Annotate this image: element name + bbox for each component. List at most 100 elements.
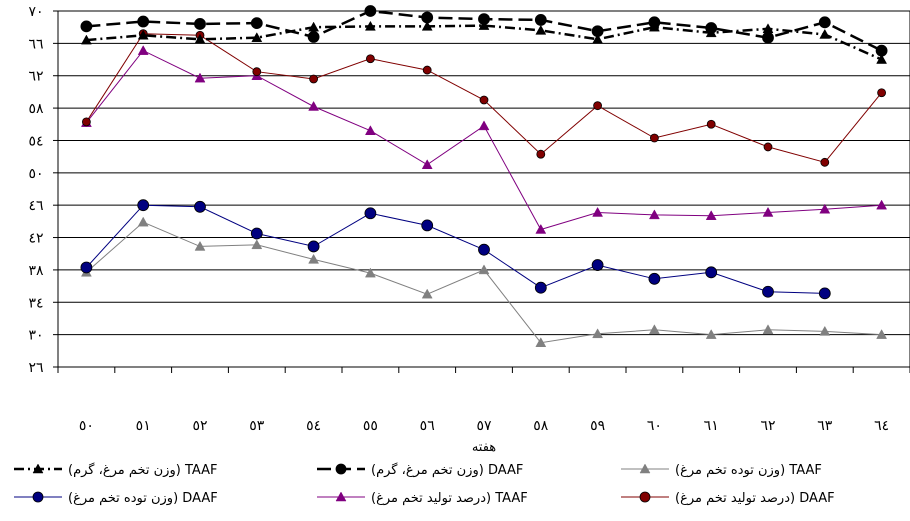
series-0 <box>80 20 888 64</box>
legend-label: (درصد تولید تخم مرغ) TAAF <box>371 491 528 506</box>
data-point <box>876 329 888 339</box>
x-tick-label: ٦٣ <box>817 418 833 434</box>
data-point <box>479 95 489 105</box>
data-point <box>307 240 320 253</box>
data-point <box>421 288 433 299</box>
data-point <box>535 337 547 347</box>
data-point <box>80 261 93 274</box>
data-point <box>335 463 347 475</box>
data-point <box>422 65 432 75</box>
data-point <box>593 101 602 111</box>
legend-label: (درصد تولید تخم مرغ) DAAF <box>675 491 835 506</box>
legend-item: (درصد تولید تخم مرغ) TAAF <box>317 491 528 506</box>
data-point <box>194 18 206 30</box>
data-point <box>591 259 604 271</box>
data-point <box>762 31 774 44</box>
data-point <box>762 324 774 335</box>
data-point <box>421 219 434 232</box>
data-point <box>137 216 149 227</box>
data-point <box>82 117 91 127</box>
legend-item: (وزن توده تخم مرغ) TAAF <box>621 463 822 478</box>
x-tick-label: ٥٦ <box>420 418 435 434</box>
data-point <box>819 203 831 214</box>
data-point <box>309 74 319 84</box>
legend-label: (وزن تخم مرغ، گرم) TAAF <box>68 462 218 478</box>
y-tick-label: ٣٠ <box>28 328 43 344</box>
data-point <box>308 100 320 111</box>
data-point <box>137 15 150 28</box>
data-point <box>251 239 263 250</box>
data-point <box>137 29 149 40</box>
y-tick-label: ٥٠ <box>28 166 43 182</box>
data-point <box>763 142 773 152</box>
data-point <box>639 463 651 474</box>
series-line <box>86 204 825 294</box>
data-point <box>194 72 206 83</box>
data-point <box>252 67 262 77</box>
data-point <box>648 324 660 335</box>
plot-frame <box>57 10 910 368</box>
y-tick-label: ٥٨ <box>28 101 44 117</box>
data-point <box>592 33 604 44</box>
data-point <box>421 20 433 31</box>
data-point <box>478 243 490 256</box>
y-tick-label: ٤٦ <box>28 198 43 214</box>
x-axis-ticks: ٥٠ ٥١ ٥٢ ٥٣ ٥٤ ٥٥ ٥٦ ٥٧ ٥٨ ٥٩ ٦٠ ٦١ ٦٢ ٦٣ ٦٤ <box>57 367 910 434</box>
data-point <box>478 20 490 30</box>
series-3 <box>80 199 831 300</box>
x-tick-label: ٥٥ <box>363 418 378 434</box>
data-point <box>705 22 718 34</box>
y-tick-label: ٦٦ <box>28 36 43 52</box>
x-tick-label: ٥٢ <box>192 418 207 434</box>
data-point <box>650 133 659 143</box>
data-point <box>819 325 831 336</box>
legend-item: (وزن توده تخم مرغ) DAAF <box>14 491 218 506</box>
data-point <box>250 17 263 30</box>
data-point <box>478 120 490 131</box>
x-axis-title: هفته <box>472 440 496 455</box>
data-point <box>820 157 830 167</box>
y-tick-label: ٧٠ <box>28 4 43 20</box>
data-point <box>762 285 774 298</box>
x-tick-label: ٥١ <box>136 418 151 434</box>
data-point <box>706 119 716 129</box>
series-group <box>80 5 888 347</box>
data-point <box>137 199 150 212</box>
data-point <box>307 30 320 43</box>
y-tick-label: ٢٦ <box>28 360 43 376</box>
x-tick-label: ٥٩ <box>590 418 605 434</box>
data-point <box>818 287 831 300</box>
x-tick-label: ٦٢ <box>760 418 775 434</box>
y-axis-ticks: ٢٦ ٣٠ ٣٤ ٣٨ ٤٢ ٤٦ ٥٠ ٥٤ ٥٨ ٦٢ ٦٦ ٧٠ <box>28 4 58 376</box>
series-5 <box>82 29 886 167</box>
data-point <box>592 206 604 217</box>
data-point <box>364 125 376 135</box>
data-point <box>648 16 661 29</box>
data-point <box>308 253 320 264</box>
legend: (وزن تخم مرغ، گرم) TAAF (وزن تخم مرغ، گرم… <box>14 462 835 506</box>
x-tick-label: ٦١ <box>704 418 719 434</box>
legend-label: (وزن توده تخم مرغ) TAAF <box>675 463 822 478</box>
legend-label: (وزن تخم مرغ، گرم) DAAF <box>371 462 523 478</box>
series-line <box>86 24 883 61</box>
data-point <box>421 159 433 169</box>
data-point <box>137 45 149 55</box>
legend-label: (وزن توده تخم مرغ) DAAF <box>68 491 218 506</box>
data-point <box>194 200 206 213</box>
data-point <box>194 240 206 251</box>
data-point <box>876 54 888 64</box>
data-point <box>32 491 44 503</box>
y-tick-label: ٤٢ <box>28 231 43 247</box>
data-point <box>364 20 376 31</box>
data-point <box>194 33 206 44</box>
data-point <box>80 34 92 45</box>
legend-item: (درصد تولید تخم مرغ) DAAF <box>621 491 835 506</box>
x-tick-label: ٥٨ <box>533 418 549 434</box>
data-point <box>478 264 490 275</box>
y-tick-label: ٥٤ <box>28 133 43 149</box>
data-point <box>535 24 547 35</box>
data-point <box>705 210 717 220</box>
data-point <box>535 223 547 234</box>
